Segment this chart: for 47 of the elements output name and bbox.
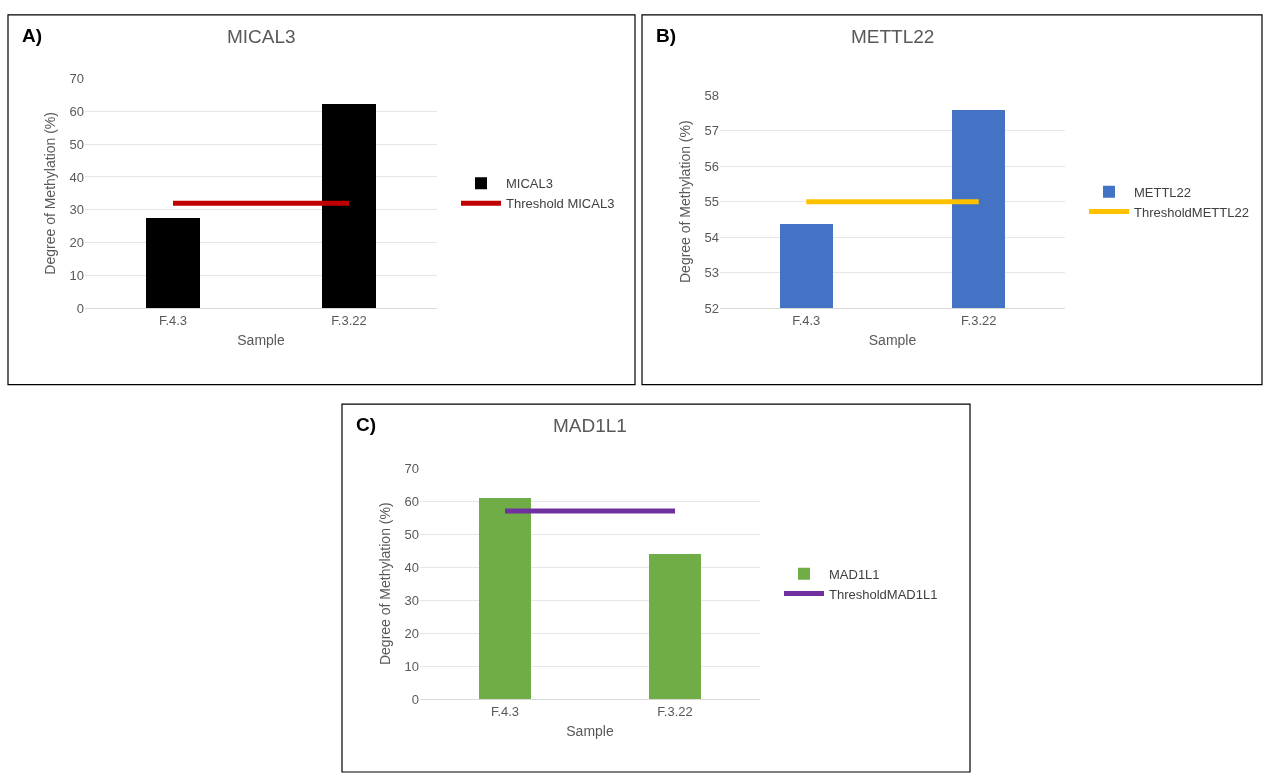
legend-label: ThresholdMETTL22 [1133, 204, 1249, 220]
y-tick-label: 10 [404, 658, 419, 674]
text: A) [22, 25, 43, 46]
x-tick-label: F.3.22 [657, 704, 693, 720]
x-tick-label: F.4.3 [158, 312, 188, 328]
y-tick-label: 40 [404, 559, 419, 575]
legend-label: MICAL3 [505, 176, 553, 192]
y-tick-label: 50 [404, 526, 419, 542]
y-axis-title: Degree of Methylation (%) [42, 112, 59, 275]
x-tick-label: F.3.22 [331, 312, 367, 328]
y-tick-label: 60 [69, 103, 84, 119]
legend-label: ThresholdMAD1L1 [828, 586, 938, 602]
x-axis-title: Sample [237, 332, 285, 348]
legend-label: MAD1L1 [828, 566, 880, 582]
chart-title: MAD1L1 [553, 415, 627, 436]
y-tick-label: 70 [69, 71, 84, 87]
y-tick-label: 40 [69, 169, 84, 185]
y-tick-label: 57 [704, 123, 719, 139]
legend-label: Threshold MICAL3 [505, 196, 615, 212]
y-tick-label: 60 [404, 493, 419, 509]
text: C) [356, 414, 377, 435]
y-tick-label: 0 [411, 691, 419, 707]
y-tick-label: 70 [404, 460, 419, 476]
y-tick-label: 50 [69, 136, 84, 152]
y-tick-label: 54 [704, 229, 719, 245]
y-tick-label: 52 [704, 300, 719, 316]
x-tick-label: F.3.22 [961, 312, 997, 328]
y-tick-label: 53 [704, 265, 719, 281]
chart-title: MICAL3 [227, 26, 296, 47]
y-axis-title: Degree of Methylation (%) [377, 502, 394, 666]
y-tick-label: 56 [704, 158, 719, 174]
legend-label: METTL22 [1133, 184, 1192, 200]
x-tick-label: F.4.3 [490, 704, 520, 720]
y-tick-label: 20 [404, 625, 419, 641]
x-axis-title: Sample [566, 723, 614, 740]
y-tick-label: 30 [69, 202, 84, 218]
y-tick-label: 10 [69, 267, 84, 283]
y-tick-label: 58 [704, 87, 719, 103]
y-tick-label: 30 [404, 592, 419, 608]
y-tick-label: 55 [704, 194, 719, 210]
y-tick-label: 0 [76, 300, 84, 316]
y-axis-title: Degree of Methylation (%) [677, 120, 694, 283]
chart-title: METTL22 [851, 26, 935, 47]
y-tick-label: 20 [69, 235, 84, 251]
x-axis-title: Sample [868, 332, 917, 348]
x-tick-label: F.4.3 [792, 312, 821, 328]
text: B) [656, 25, 677, 46]
